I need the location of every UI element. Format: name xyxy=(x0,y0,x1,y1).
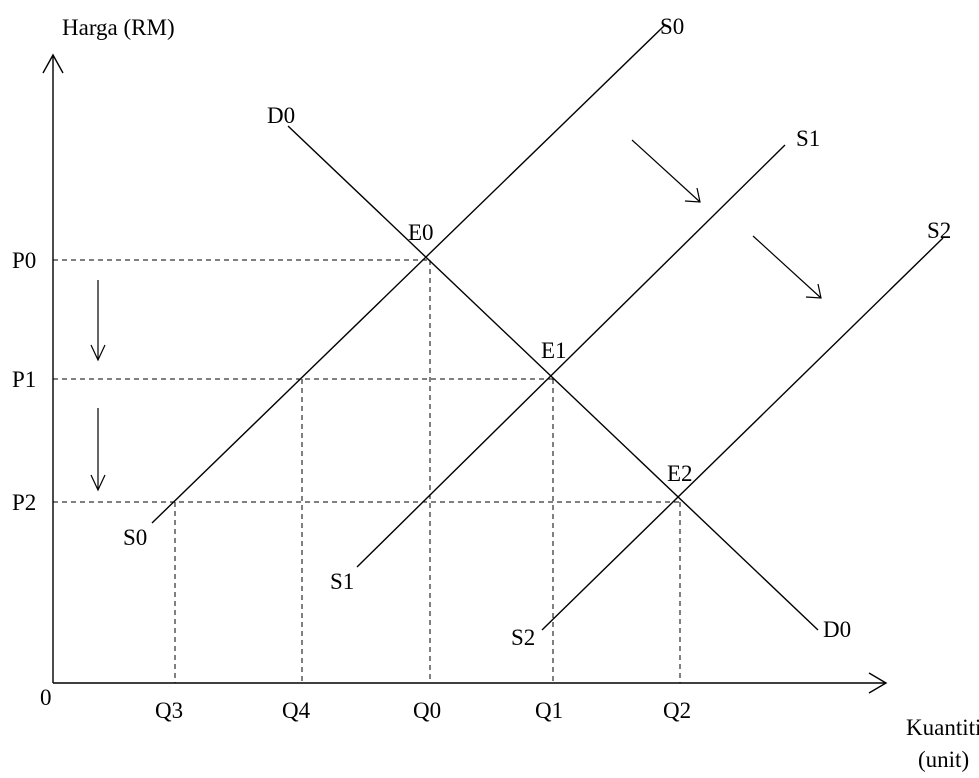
shift-arrows xyxy=(90,139,822,492)
label-s0-bottom: S0 xyxy=(123,525,147,550)
label-s1-top: S1 xyxy=(796,126,820,151)
guide-lines xyxy=(53,259,681,683)
quantity-label-q1: Q1 xyxy=(535,698,563,723)
origin-label: 0 xyxy=(40,685,52,710)
quantity-label-q0: Q0 xyxy=(413,698,441,723)
x-axis-arrowhead xyxy=(868,672,888,694)
y-axis-title: Harga (RM) xyxy=(62,15,175,40)
y-axis-arrowhead xyxy=(42,53,64,74)
price-drop-arrowhead-2 xyxy=(90,474,106,492)
demand-curve-d0 xyxy=(287,125,819,631)
quantity-label-q3: Q3 xyxy=(155,698,183,723)
curve-labels: D0 D0 S0 S0 S1 S1 S2 S2 xyxy=(123,14,951,650)
supply-curve-s2 xyxy=(541,237,944,631)
price-drop-arrowhead-1 xyxy=(90,344,106,362)
quantity-label-q2: Q2 xyxy=(663,698,691,723)
curves xyxy=(151,24,944,631)
axes: Harga (RM) 0 Kuantiti (unit) xyxy=(40,15,979,772)
label-s0-top: S0 xyxy=(660,14,684,39)
price-label-p1: P1 xyxy=(12,367,36,392)
supply-curve-s0 xyxy=(151,24,666,524)
quantity-label-q4: Q4 xyxy=(282,698,311,723)
label-s2-bottom: S2 xyxy=(511,625,535,650)
equilibrium-label-e1: E1 xyxy=(541,338,567,363)
supply-shift-arrowhead-1 xyxy=(684,187,701,203)
equilibrium-label-e0: E0 xyxy=(408,220,434,245)
quantity-labels: Q3 Q4 Q0 Q1 Q2 xyxy=(155,698,691,723)
supply-shift-arrow-2 xyxy=(752,235,822,299)
label-s2-top: S2 xyxy=(927,218,951,243)
supply-shift-arrowhead-2 xyxy=(805,283,822,299)
x-axis-title-line2: (unit) xyxy=(918,747,969,772)
equilibrium-labels: E0 E1 E2 xyxy=(408,220,693,486)
supply-curve-s1 xyxy=(356,144,786,568)
price-label-p0: P0 xyxy=(12,248,36,273)
equilibrium-label-e2: E2 xyxy=(667,461,693,486)
supply-shift-arrow-1 xyxy=(631,139,701,203)
price-labels: P0 P1 P2 xyxy=(12,248,36,515)
x-axis-title-line1: Kuantiti xyxy=(906,715,979,740)
label-d0-bottom: D0 xyxy=(823,617,851,642)
label-d0-top: D0 xyxy=(267,103,295,128)
price-label-p2: P2 xyxy=(12,490,36,515)
label-s1-bottom: S1 xyxy=(330,569,354,594)
